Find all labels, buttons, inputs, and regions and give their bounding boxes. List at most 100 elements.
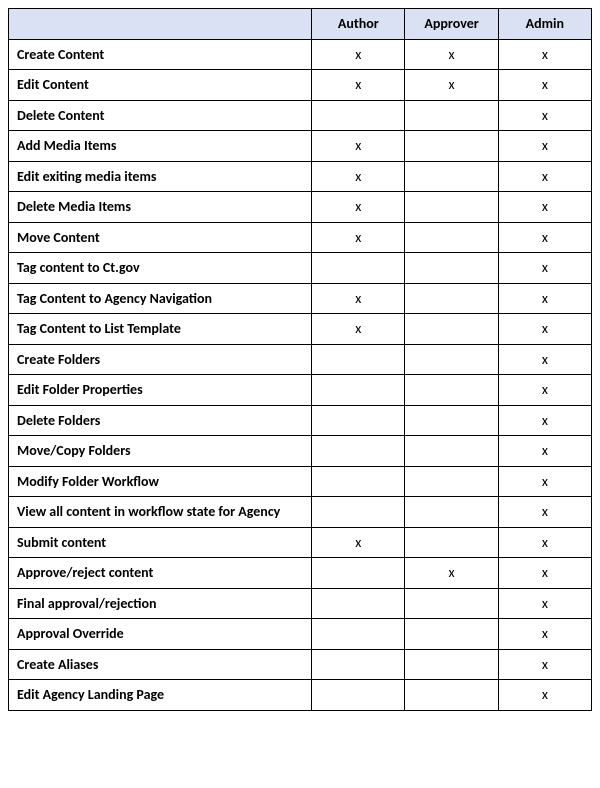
permission-cell-approver: [405, 100, 498, 131]
permission-cell-author: x: [312, 131, 405, 162]
permission-cell-author: [312, 436, 405, 467]
permission-cell-author: [312, 466, 405, 497]
permission-cell-admin: x: [498, 497, 591, 528]
permission-cell-approver: [405, 131, 498, 162]
permission-cell-admin: x: [498, 253, 591, 284]
permission-cell-approver: [405, 161, 498, 192]
permission-cell-approver: x: [405, 558, 498, 589]
table-row: Move Contentxx: [9, 222, 592, 253]
permission-cell-author: [312, 649, 405, 680]
header-approver: Approver: [405, 9, 498, 40]
table-row: Delete Foldersx: [9, 405, 592, 436]
permission-cell-admin: x: [498, 527, 591, 558]
table-row: Edit Contentxxx: [9, 70, 592, 101]
permission-cell-admin: x: [498, 466, 591, 497]
permission-cell-approver: x: [405, 39, 498, 70]
header-admin: Admin: [498, 9, 591, 40]
permission-label: Edit Folder Properties: [9, 375, 312, 406]
permission-label: Create Folders: [9, 344, 312, 375]
table-row: Submit contentxx: [9, 527, 592, 558]
table-row: Tag Content to List Templatexx: [9, 314, 592, 345]
table-row: View all content in workflow state for A…: [9, 497, 592, 528]
permission-cell-author: x: [312, 222, 405, 253]
permission-cell-approver: [405, 466, 498, 497]
permission-cell-author: x: [312, 39, 405, 70]
permission-cell-admin: x: [498, 680, 591, 711]
permission-cell-approver: [405, 649, 498, 680]
permission-label: Tag Content to Agency Navigation: [9, 283, 312, 314]
table-row: Final approval/rejection x: [9, 588, 592, 619]
permission-cell-author: x: [312, 314, 405, 345]
permission-cell-approver: [405, 527, 498, 558]
permission-cell-author: [312, 375, 405, 406]
permission-cell-admin: x: [498, 39, 591, 70]
permission-label: Tag content to Ct.gov: [9, 253, 312, 284]
permission-cell-approver: [405, 222, 498, 253]
permission-cell-approver: [405, 253, 498, 284]
permission-label: Delete Media Items: [9, 192, 312, 223]
table-row: Create Contentxxx: [9, 39, 592, 70]
permission-label: Edit exiting media items: [9, 161, 312, 192]
permission-cell-admin: x: [498, 70, 591, 101]
permission-cell-approver: [405, 314, 498, 345]
permission-cell-author: [312, 344, 405, 375]
permission-cell-admin: x: [498, 100, 591, 131]
permission-label: Add Media Items: [9, 131, 312, 162]
permission-cell-approver: [405, 344, 498, 375]
permission-cell-author: x: [312, 527, 405, 558]
permission-cell-admin: x: [498, 344, 591, 375]
permission-cell-author: [312, 405, 405, 436]
permission-cell-approver: [405, 588, 498, 619]
table-row: Tag content to Ct.gov x: [9, 253, 592, 284]
header-blank: [9, 9, 312, 40]
permission-label: Create Aliases: [9, 649, 312, 680]
permission-cell-admin: x: [498, 588, 591, 619]
table-row: Tag Content to Agency Navigationxx: [9, 283, 592, 314]
table-row: Approve/reject content xx: [9, 558, 592, 589]
permission-label: Final approval/rejection: [9, 588, 312, 619]
permission-cell-admin: x: [498, 558, 591, 589]
permission-cell-author: [312, 680, 405, 711]
permission-label: Approval Override: [9, 619, 312, 650]
permission-label: Delete Folders: [9, 405, 312, 436]
permission-cell-author: [312, 558, 405, 589]
permission-cell-approver: [405, 283, 498, 314]
permission-label: Tag Content to List Template: [9, 314, 312, 345]
permission-cell-author: [312, 253, 405, 284]
permission-label: Create Content: [9, 39, 312, 70]
permission-label: View all content in workflow state for A…: [9, 497, 312, 528]
table-row: Edit exiting media itemsxx: [9, 161, 592, 192]
permission-label: Modify Folder Workflow: [9, 466, 312, 497]
header-author: Author: [312, 9, 405, 40]
permission-cell-author: x: [312, 283, 405, 314]
permission-cell-admin: x: [498, 314, 591, 345]
permission-label: Move/Copy Folders: [9, 436, 312, 467]
permission-label: Edit Content: [9, 70, 312, 101]
permission-label: Submit content: [9, 527, 312, 558]
permission-cell-admin: x: [498, 222, 591, 253]
permission-cell-approver: [405, 192, 498, 223]
permission-cell-admin: x: [498, 283, 591, 314]
table-row: Add Media Itemsxx: [9, 131, 592, 162]
permission-cell-admin: x: [498, 192, 591, 223]
permission-cell-admin: x: [498, 619, 591, 650]
permission-cell-admin: x: [498, 375, 591, 406]
permission-cell-author: [312, 100, 405, 131]
permission-cell-author: x: [312, 70, 405, 101]
table-row: Delete Media Itemsxx: [9, 192, 592, 223]
permissions-table: Author Approver Admin Create ContentxxxE…: [8, 8, 592, 711]
table-header-row: Author Approver Admin: [9, 9, 592, 40]
permission-cell-author: [312, 497, 405, 528]
permission-cell-approver: [405, 375, 498, 406]
permission-cell-author: x: [312, 192, 405, 223]
permission-cell-author: [312, 588, 405, 619]
table-row: Delete Content x: [9, 100, 592, 131]
permission-cell-admin: x: [498, 436, 591, 467]
permission-label: Move Content: [9, 222, 312, 253]
permission-cell-approver: [405, 436, 498, 467]
permission-cell-admin: x: [498, 161, 591, 192]
table-row: Edit Agency Landing Pagex: [9, 680, 592, 711]
permission-label: Delete Content: [9, 100, 312, 131]
table-row: Modify Folder Workflow x: [9, 466, 592, 497]
permission-label: Approve/reject content: [9, 558, 312, 589]
